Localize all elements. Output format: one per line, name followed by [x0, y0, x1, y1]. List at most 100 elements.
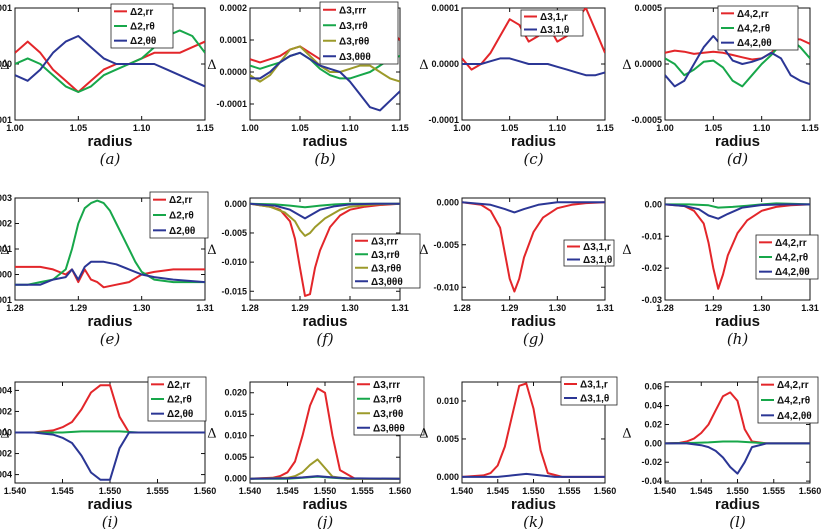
y-axis-label: Δ: [0, 58, 9, 73]
legend: Δ3,rrr Δ3,rrθ Δ3,rθθ Δ3,θθθ: [351, 233, 421, 289]
series-line: [462, 472, 605, 478]
y-axis-label: Δ: [0, 427, 9, 442]
x-tick-label: 1.555: [146, 486, 169, 496]
legend-label: Δ4,2,rθ: [777, 396, 810, 407]
x-tick-label: 1.28: [453, 303, 471, 313]
series-line: [250, 51, 400, 112]
y-tick-label: 0.0003: [0, 193, 12, 203]
legend-label: Δ2,rr: [130, 7, 153, 18]
x-tick-label: 1.15: [801, 123, 819, 133]
y-tick-label: 0.005: [436, 434, 459, 444]
x-tick-label: 1.28: [6, 303, 24, 313]
legend-label: Δ2,θθ: [169, 226, 195, 237]
x-axis-label: radius: [511, 133, 556, 150]
series-line: [250, 202, 400, 220]
panel-caption: (j): [317, 513, 334, 529]
y-tick-label: -0.0001: [0, 295, 12, 305]
x-tick-label: 1.28: [656, 303, 674, 313]
x-tick-label: 1.555: [762, 486, 785, 496]
legend: Δ2,rr Δ2,rθ Δ2,θθ: [147, 376, 207, 422]
y-tick-label: 0.0000: [219, 67, 247, 77]
x-tick-label: 1.540: [451, 486, 474, 496]
y-axis-label: Δ: [207, 427, 216, 442]
y-tick-label: 0.002: [0, 406, 12, 416]
series-group: [665, 202, 810, 290]
x-tick-label: 1.05: [70, 123, 88, 133]
y-tick-label: -0.0001: [428, 115, 459, 125]
series-line: [665, 35, 810, 88]
y-tick-label: 0.0000: [634, 59, 662, 69]
chart-panel-6: 1.28 1.29 1.30 1.31 -0.015 -0.010 -0.005 0.000 r…: [207, 197, 421, 348]
y-tick-label: 0.000: [224, 474, 247, 484]
legend: Δ3,rrr Δ3,rrθ Δ3,rθθ Δ3,θθθ: [319, 1, 399, 65]
series-line: [15, 431, 205, 481]
chart-panel-9: 1.540 1.545 1.550 1.555 1.560 -0.004 -0.002 0.0…: [0, 376, 216, 529]
x-axis-label: radius: [715, 133, 760, 150]
chart-panel-3: 1.00 1.05 1.10 1.15 -0.0001 0.0000 0.0001 radiu…: [419, 3, 613, 168]
series-line: [250, 202, 400, 297]
x-tick-label: 1.540: [239, 486, 262, 496]
x-tick-label: 1.560: [799, 486, 822, 496]
legend-label: Δ3,1,θ: [583, 255, 612, 266]
y-tick-label: 0.06: [644, 382, 662, 392]
legend-label: Δ2,rr: [169, 195, 192, 206]
panel-caption: (g): [523, 330, 544, 348]
panel-caption: (f): [316, 330, 333, 348]
series-line: [250, 202, 400, 237]
legend: Δ3,1,r Δ3,1,θ: [563, 239, 615, 267]
x-tick-label: 1.545: [690, 486, 713, 496]
x-tick-label: 1.545: [486, 486, 509, 496]
y-axis-label: Δ: [207, 58, 216, 73]
chart-panel-8: 1.28 1.29 1.30 1.31 -0.03 -0.02 -0.01 0.00 radiu…: [622, 197, 819, 348]
legend: Δ3,rrr Δ3,rrθ Δ3,rθθ Δ3,θθθ: [353, 376, 425, 436]
legend-label: Δ2,θθ: [130, 36, 156, 47]
legend-label: Δ4,2,rr: [775, 238, 807, 249]
legend-label: Δ4,2,rr: [737, 9, 769, 20]
x-tick-label: 1.550: [314, 486, 337, 496]
legend-box: [353, 376, 425, 436]
x-tick-label: 1.555: [351, 486, 374, 496]
y-tick-label: -0.0001: [0, 115, 12, 125]
series-line: [15, 260, 205, 286]
y-tick-label: -0.004: [0, 470, 12, 480]
x-tick-label: 1.550: [99, 486, 122, 496]
x-axis-label: radius: [715, 313, 760, 330]
x-tick-label: 1.31: [596, 303, 614, 313]
x-tick-label: 1.10: [549, 123, 567, 133]
panel-caption: (h): [727, 330, 749, 348]
legend-label: Δ4,2,θθ: [737, 38, 772, 49]
y-tick-label: -0.0005: [631, 115, 662, 125]
legend-label: Δ2,rθ: [130, 22, 155, 33]
y-tick-label: 0.02: [644, 419, 662, 429]
legend: Δ3,1,r Δ3,1,θ: [520, 9, 584, 37]
series-line: [665, 442, 810, 475]
series-line: [462, 201, 605, 214]
legend-label: Δ3,θθθ: [371, 277, 403, 288]
legend-label: Δ3,rθθ: [339, 36, 369, 47]
y-tick-label: -0.005: [433, 240, 459, 250]
x-axis-label: radius: [302, 496, 347, 513]
legend-label: Δ4,2,rθ: [775, 253, 808, 264]
panel-caption: (k): [523, 513, 544, 529]
legend: Δ3,1,r Δ3,1,θ: [560, 376, 618, 406]
legend-label: Δ3,1,r: [580, 380, 608, 391]
y-tick-label: 0.0001: [0, 244, 12, 254]
y-tick-label: -0.02: [641, 457, 662, 467]
legend-label: Δ3,rrr: [373, 380, 400, 391]
x-tick-label: 1.00: [453, 123, 471, 133]
panel-caption: (i): [102, 513, 119, 529]
legend-label: Δ4,2,θθ: [775, 267, 810, 278]
legend-box: [319, 1, 399, 65]
y-tick-label: -0.02: [641, 263, 662, 273]
legend-box: [560, 376, 618, 406]
legend-label: Δ3,1,θ: [580, 394, 609, 405]
y-tick-label: 0.0001: [431, 3, 459, 13]
chart-panel-2: 1.00 1.05 1.10 1.15 -0.0001 0.0000 0.0001 0.000…: [207, 1, 409, 168]
series-line: [462, 57, 605, 77]
x-axis-label: radius: [302, 133, 347, 150]
y-axis-label: Δ: [0, 243, 9, 258]
y-tick-label: 0.020: [224, 388, 247, 398]
legend-label: Δ2,rr: [167, 380, 190, 391]
chart-panel-4: 1.00 1.05 1.10 1.15 -0.0005 0.0000 0.0005 radiu…: [622, 3, 818, 168]
x-tick-label: 1.30: [753, 303, 771, 313]
